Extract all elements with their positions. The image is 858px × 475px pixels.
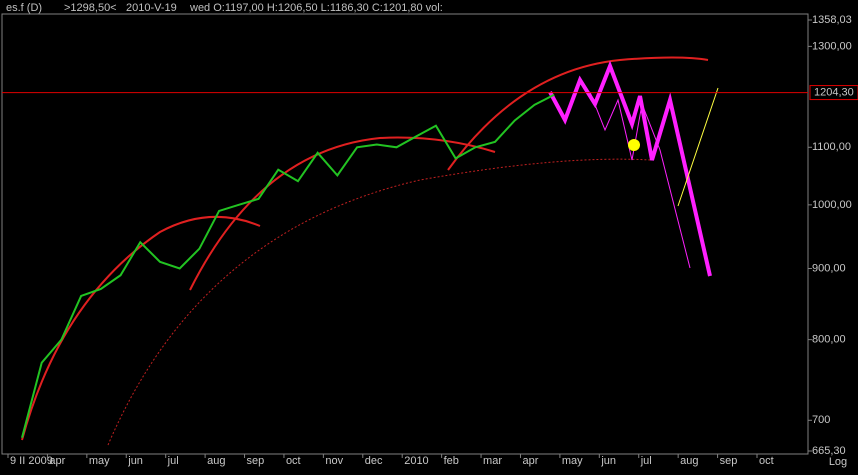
x-tick-label: oct [759, 455, 774, 467]
yellow-dot [628, 139, 640, 151]
x-tick-label: apr [522, 455, 538, 467]
symbol: es.f (D) [6, 2, 42, 14]
y-tick-label: 1000,00 [812, 199, 852, 211]
reference-label: 1204,30 [814, 86, 854, 98]
arc [447, 56, 709, 171]
arc [189, 136, 496, 291]
projection-thin [589, 91, 691, 269]
y-tick-label: 900,00 [812, 262, 846, 274]
plot-frame [1, 13, 809, 455]
ohlc: wed O:1197,00 H:1206,50 L:1186,30 C:1201… [189, 2, 443, 14]
x-tick-label: aug [207, 455, 225, 467]
x-tick-label: mar [483, 455, 502, 467]
y-tick-label: 1358,03 [812, 14, 852, 26]
x-tick-label: dec [365, 455, 383, 467]
x-tick-label: may [562, 455, 583, 467]
x-tick-label: jul [640, 455, 652, 467]
x-tick-label: may [89, 455, 110, 467]
x-tick-label: 2010 [404, 455, 428, 467]
price-line [21, 93, 555, 439]
y-tick-label: 1300,00 [812, 40, 852, 52]
x-tick-label: aug [680, 455, 698, 467]
scale-label: Log [829, 456, 847, 468]
x-tick-label: 9 II 2009 [10, 455, 53, 467]
x-tick-label: nov [325, 455, 343, 467]
x-tick-label: jun [127, 455, 143, 467]
x-tick-label: jun [600, 455, 616, 467]
x-tick-label: sep [720, 455, 738, 467]
x-tick-label: jul [167, 455, 179, 467]
y-tick-label: 800,00 [812, 334, 846, 346]
y-tick-label: 1100,00 [812, 141, 851, 153]
date: 2010-V-19 [126, 2, 177, 14]
marker: >1298,50< [64, 2, 117, 14]
y-tick-label: 700 [812, 414, 830, 426]
yellow-line [677, 87, 719, 207]
x-tick-label: feb [444, 455, 459, 467]
x-tick-label: sep [247, 455, 265, 467]
x-tick-label: apr [49, 455, 65, 467]
reference-label-box [809, 85, 858, 101]
y-tick-label: 665,30 [812, 445, 846, 457]
x-tick-label: oct [286, 455, 301, 467]
projection [548, 60, 712, 277]
dotted-arc [107, 158, 651, 446]
